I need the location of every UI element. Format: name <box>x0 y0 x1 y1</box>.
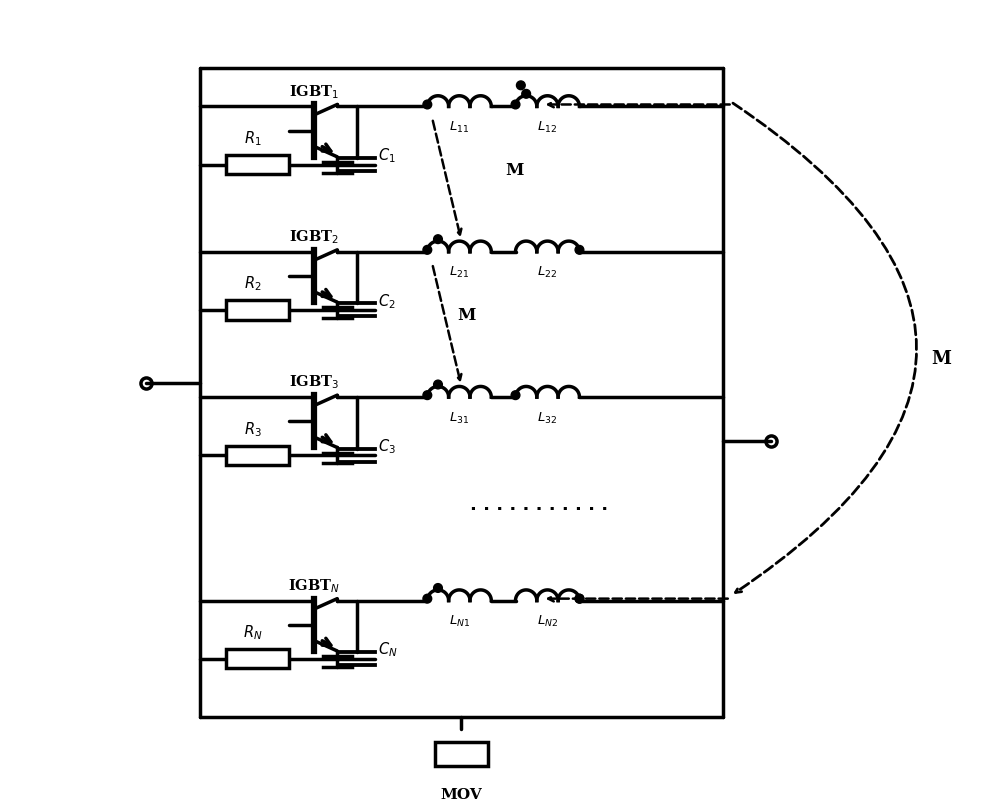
Circle shape <box>434 584 442 593</box>
Circle shape <box>511 391 520 400</box>
Circle shape <box>423 101 432 110</box>
Text: $R_3$: $R_3$ <box>244 419 262 438</box>
Circle shape <box>575 594 584 603</box>
Circle shape <box>423 246 432 255</box>
Bar <box>226 649 289 669</box>
Text: $L_{31}$: $L_{31}$ <box>449 410 469 425</box>
Text: $L_{12}$: $L_{12}$ <box>537 119 558 135</box>
Text: $R_1$: $R_1$ <box>244 129 262 148</box>
Text: $L_{N1}$: $L_{N1}$ <box>449 614 470 629</box>
Circle shape <box>516 82 525 91</box>
Text: . . . . . . . . . . .: . . . . . . . . . . . <box>470 495 608 513</box>
Circle shape <box>511 101 520 110</box>
Bar <box>226 301 289 320</box>
Circle shape <box>423 594 432 603</box>
Text: MOV: MOV <box>440 787 482 800</box>
Text: $C_1$: $C_1$ <box>378 146 396 165</box>
Text: $C_2$: $C_2$ <box>378 291 396 310</box>
Text: IGBT$_N$: IGBT$_N$ <box>288 577 340 594</box>
Text: IGBT$_3$: IGBT$_3$ <box>289 373 339 391</box>
Bar <box>226 446 289 465</box>
Circle shape <box>575 246 584 255</box>
Text: M: M <box>505 162 524 179</box>
Circle shape <box>434 381 442 390</box>
Text: $R_N$: $R_N$ <box>243 623 263 642</box>
Text: $L_{21}$: $L_{21}$ <box>449 265 469 280</box>
Text: $L_{11}$: $L_{11}$ <box>449 119 469 135</box>
Text: M: M <box>931 350 951 368</box>
Bar <box>226 156 289 175</box>
Text: $R_2$: $R_2$ <box>244 274 262 293</box>
Text: $C_3$: $C_3$ <box>378 436 396 456</box>
Bar <box>435 742 488 766</box>
Text: M: M <box>457 307 475 324</box>
Text: $L_{N2}$: $L_{N2}$ <box>537 614 558 629</box>
Text: $L_{32}$: $L_{32}$ <box>537 410 558 425</box>
Text: IGBT$_2$: IGBT$_2$ <box>289 228 339 245</box>
Text: IGBT$_1$: IGBT$_1$ <box>289 83 339 100</box>
Circle shape <box>522 91 531 99</box>
Text: $C_N$: $C_N$ <box>378 640 398 658</box>
Circle shape <box>423 391 432 400</box>
Text: $L_{22}$: $L_{22}$ <box>537 265 558 280</box>
Circle shape <box>575 594 584 603</box>
Circle shape <box>434 236 442 245</box>
